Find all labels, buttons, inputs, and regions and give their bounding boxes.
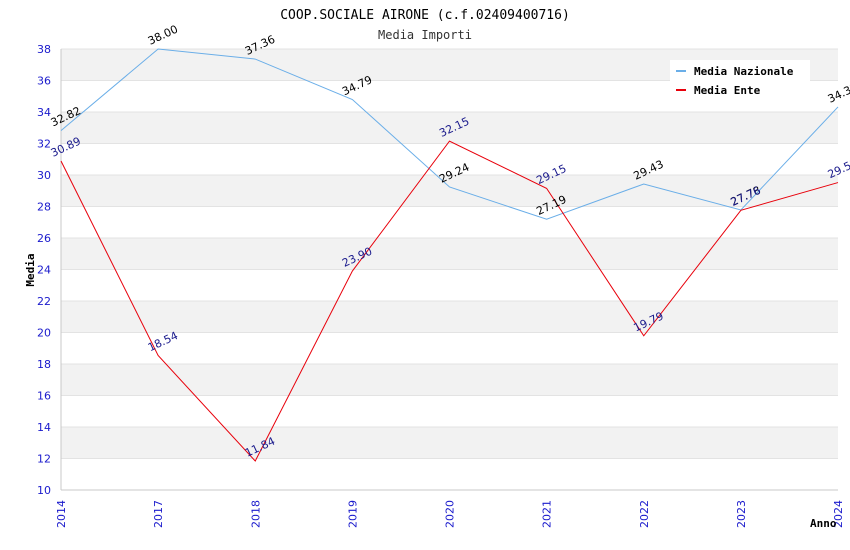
y-tick-label: 38 — [37, 43, 51, 56]
y-tick-label: 32 — [37, 138, 51, 151]
y-tick-label: 28 — [37, 201, 51, 214]
y-axis-title: Media — [24, 253, 37, 286]
chart-title: COOP.SOCIALE AIRONE (c.f.02409400716) — [280, 8, 570, 23]
y-tick-label: 18 — [37, 358, 51, 371]
x-tick-label: 2021 — [541, 500, 554, 528]
x-tick-label: 2018 — [249, 500, 262, 528]
grid-band — [61, 301, 838, 333]
x-tick-label: 2023 — [735, 500, 748, 528]
y-tick-labels: 10 12 14 16 18 20 22 24 26 28 30 32 34 36 38 — [37, 43, 51, 497]
grid-bands — [61, 49, 838, 459]
legend-label: Media Ente — [694, 84, 761, 97]
y-tick-label: 24 — [37, 264, 51, 277]
x-tick-label: 2019 — [346, 500, 359, 528]
grid-band — [61, 112, 838, 144]
y-tick-label: 16 — [37, 390, 51, 403]
y-tick-label: 34 — [37, 106, 51, 119]
axes — [60, 49, 838, 491]
x-tick-label: 2022 — [638, 500, 651, 528]
legend-label: Media Nazionale — [694, 65, 794, 78]
data-label: 29.52 — [826, 156, 850, 181]
chart-subtitle: Media Importi — [378, 28, 472, 42]
x-tick-label: 2014 — [55, 500, 68, 528]
grid-band — [61, 238, 838, 270]
series-lines — [60, 48, 839, 462]
legend: Media Nazionale Media Ente — [670, 60, 810, 102]
y-tick-label: 12 — [37, 453, 51, 466]
y-tick-label: 30 — [37, 169, 51, 182]
y-tick-label: 22 — [37, 295, 51, 308]
series-line — [60, 48, 839, 220]
x-axis-title: Anno — [810, 517, 837, 530]
y-tick-label: 36 — [37, 75, 51, 88]
y-tick-label: 20 — [37, 327, 51, 340]
x-tick-labels: 2014 2017 2018 2019 2020 2021 2022 2023 2024 — [55, 500, 845, 528]
legend-box — [670, 60, 810, 102]
y-tick-label: 26 — [37, 232, 51, 245]
data-label: 38.00 — [146, 23, 180, 48]
grid-band — [61, 364, 838, 396]
grid-band — [61, 427, 838, 459]
x-tick-label: 2020 — [444, 500, 457, 528]
series-line — [60, 140, 839, 462]
x-tick-label: 2017 — [152, 500, 165, 528]
x-tick-label: 2024 — [832, 500, 845, 528]
y-tick-label: 10 — [37, 484, 51, 497]
y-tick-label: 14 — [37, 421, 51, 434]
data-label: 34.32 — [826, 81, 850, 106]
